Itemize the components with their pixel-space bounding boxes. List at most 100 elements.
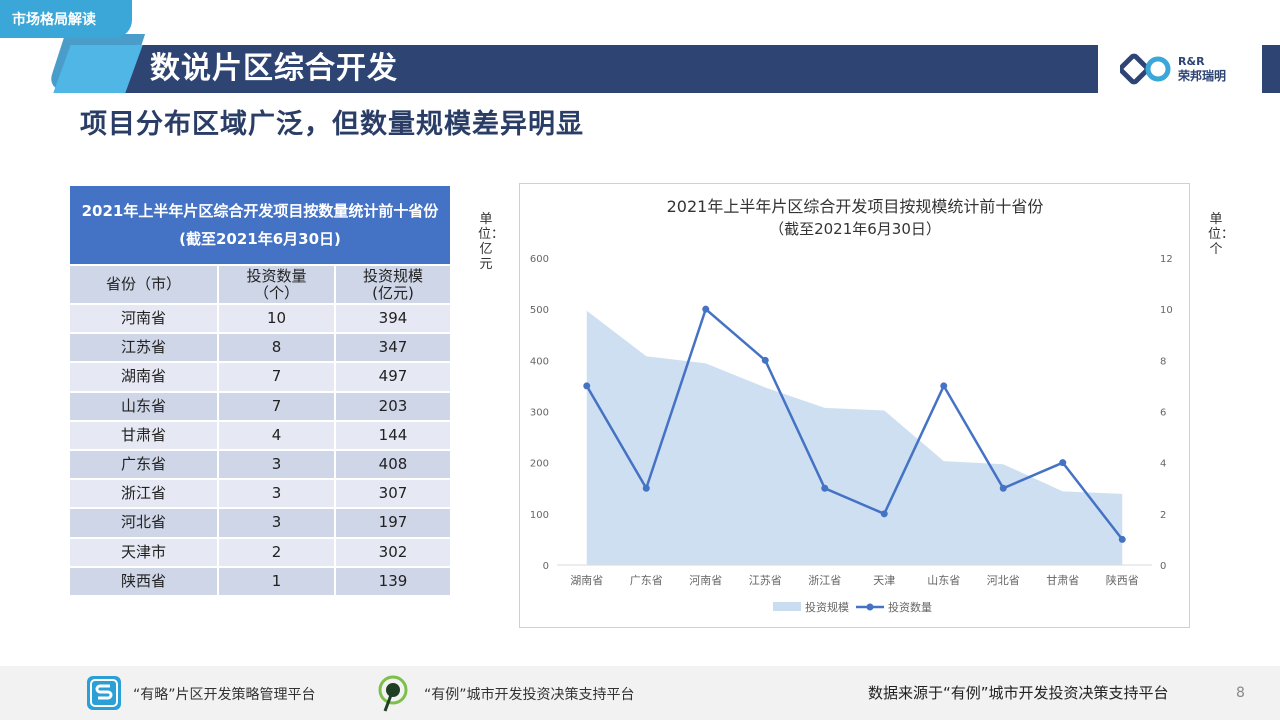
header-scale: 投资规模 (亿元) [336, 266, 450, 303]
province-cell: 浙江省 [70, 480, 219, 508]
count-point [940, 382, 948, 390]
page-number: 8 [1236, 685, 1245, 701]
left-tick-label: 400 [530, 356, 549, 367]
section-tag: 市场格局解读 [0, 0, 132, 38]
header-count-unit: （个） [253, 283, 299, 302]
table-row: 天津市 2 302 [70, 538, 450, 568]
header-province: 省份（市） [70, 266, 219, 303]
count-point [1118, 535, 1126, 543]
scale-cell: 408 [336, 450, 450, 479]
table-row: 山东省 7 203 [70, 392, 450, 422]
category-label: 江苏省 [749, 574, 782, 587]
page-subtitle: 项目分布区域广泛，但数量规模差异明显 [80, 109, 584, 140]
count-cell: 7 [219, 363, 336, 391]
title-bar [95, 45, 1098, 93]
right-tick-label: 0 [1160, 561, 1166, 572]
province-cell: 天津市 [70, 538, 219, 566]
line-investment-count [585, 307, 1124, 541]
province-cell: 广东省 [70, 450, 219, 479]
province-cell: 湖南省 [70, 363, 219, 391]
count-point [642, 484, 650, 492]
count-point [761, 356, 769, 364]
table-row: 广东省 3 408 [70, 450, 450, 481]
category-label: 广东省 [630, 574, 663, 587]
youlue-platform-label: “有略”片区开发策略管理平台 [133, 687, 316, 703]
category-label: 湖南省 [570, 574, 603, 587]
page-title: 数说片区综合开发 [150, 51, 398, 86]
category-label: 陕西省 [1106, 573, 1139, 587]
legend-line-label: 投资数量 [888, 600, 932, 614]
chart-subtitle: （截至2021年6月30日） [769, 220, 941, 238]
chart-canvas: 2021年上半年片区综合开发项目按规模统计前十省份 （截至2021年6月30日） 0… [530, 197, 1173, 614]
scale-cell: 302 [336, 538, 450, 566]
count-point [1059, 459, 1067, 467]
table-row: 河南省 10 394 [70, 305, 450, 335]
legend-area-label: 投资规模 [805, 600, 849, 614]
data-source: 数据来源于“有例”城市开发投资决策支持平台 [868, 684, 1169, 702]
scale-cell: 144 [336, 421, 450, 449]
table-header-row: 省份（市） 投资数量 （个） 投资规模 (亿元) [70, 266, 450, 305]
logo-icon [1120, 53, 1171, 85]
right-tick-label: 4 [1160, 459, 1166, 470]
left-tick-label: 600 [530, 254, 549, 265]
count-cell: 3 [219, 450, 336, 479]
scale-cell: 197 [336, 509, 450, 537]
right-tick-label: 6 [1160, 408, 1166, 419]
count-point [702, 305, 710, 313]
province-cell: 江苏省 [70, 334, 219, 362]
logo-cn: 荣邦瑞明 [1178, 69, 1227, 83]
scale-cell: 394 [336, 305, 450, 333]
left-tick-label: 0 [543, 561, 549, 572]
province-cell: 河南省 [70, 305, 219, 333]
count-cell: 4 [219, 421, 336, 449]
scale-cell: 497 [336, 363, 450, 391]
count-point [821, 484, 829, 492]
chart-title: 2021年上半年片区综合开发项目按规模统计前十省份 [667, 197, 1044, 216]
province-cell: 山东省 [70, 392, 219, 420]
count-cell: 3 [219, 509, 336, 537]
table-title-line2: (截至2021年6月30日) [179, 230, 341, 248]
company-logo: R&R 荣邦瑞明 [1120, 48, 1250, 90]
left-tick-label: 200 [530, 459, 549, 470]
province-cell: 陕西省 [70, 567, 219, 595]
scale-cell: 347 [336, 334, 450, 362]
count-cell: 7 [219, 392, 336, 420]
youli-platform-label: “有例”城市开发投资决策支持平台 [424, 687, 635, 703]
table-title-line1: 2021年上半年片区综合开发项目按数量统计前十省份 [81, 202, 439, 220]
table-row: 江苏省 8 347 [70, 334, 450, 364]
category-label: 河南省 [689, 574, 722, 587]
category-label: 天津 [873, 574, 895, 587]
table-row: 河北省 3 197 [70, 509, 450, 539]
right-tick-label: 10 [1160, 305, 1173, 316]
table-row: 湖南省 7 497 [70, 363, 450, 393]
count-point [880, 510, 888, 518]
category-label: 浙江省 [808, 574, 841, 587]
scale-cell: 307 [336, 480, 450, 508]
youlue-platform-icon [87, 676, 121, 710]
right-axis-unit: 单位：个 [1208, 212, 1235, 257]
area-investment-scale [586, 310, 1123, 565]
right-tick-label: 12 [1160, 254, 1173, 265]
count-point [999, 484, 1007, 492]
header-scale-label: 投资规模 [362, 266, 423, 285]
table-body: 河南省 10 394 江苏省 8 347 湖南省 7 497 山东省 7 203 甘肃省 4 144 广东省 3… [70, 305, 450, 597]
count-cell: 2 [219, 538, 336, 566]
left-tick-label: 300 [530, 408, 549, 419]
table-row: 甘肃省 4 144 [70, 421, 450, 451]
legend-area-swatch [773, 602, 801, 611]
table-row: 陕西省 1 139 [70, 567, 450, 597]
table-title: 2021年上半年片区综合开发项目按数量统计前十省份 (截至2021年6月30日) [70, 186, 450, 266]
header-count-label: 投资数量 [246, 266, 307, 285]
left-tick-label: 100 [530, 510, 549, 521]
category-label: 河北省 [987, 574, 1020, 587]
legend-line-marker [866, 603, 874, 611]
table-row: 浙江省 3 307 [70, 480, 450, 510]
province-count-table: 2021年上半年片区综合开发项目按数量统计前十省份 (截至2021年6月30日)… [70, 186, 450, 597]
right-tick-label: 2 [1160, 510, 1166, 521]
count-point [583, 382, 591, 390]
count-cell: 1 [219, 567, 336, 595]
count-cell: 10 [219, 305, 336, 333]
scale-cell: 139 [336, 567, 450, 595]
title-bar-right [1262, 45, 1280, 93]
province-cell: 甘肃省 [70, 421, 219, 449]
